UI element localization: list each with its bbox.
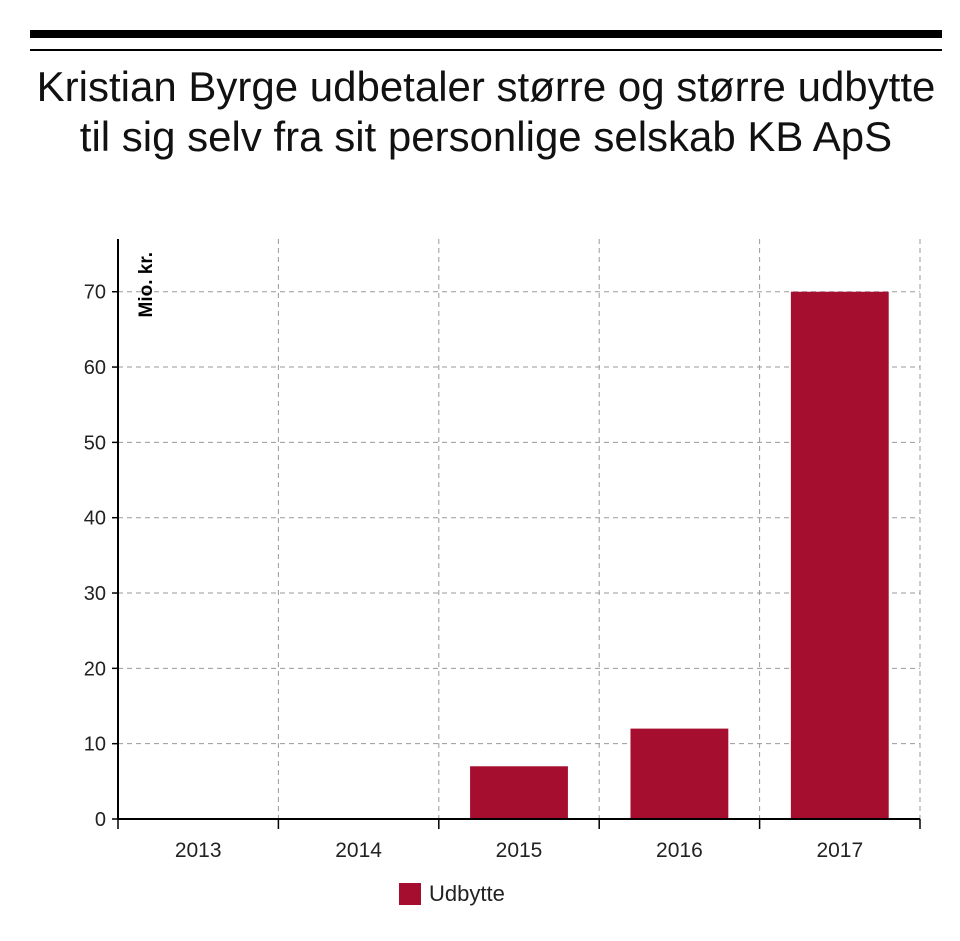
top-rule-thick xyxy=(30,30,942,38)
legend: Udbytte xyxy=(399,880,505,908)
y-axis-label: Mio. kr. xyxy=(136,252,157,317)
bar-2015 xyxy=(470,766,568,819)
bar-2017 xyxy=(790,291,889,819)
x-tick-label-2015: 2015 xyxy=(496,839,543,862)
y-tick-label-0: 0 xyxy=(95,809,106,831)
x-tick-label-2014: 2014 xyxy=(335,839,382,862)
y-tick-label-40: 40 xyxy=(84,508,106,530)
top-rule-thin xyxy=(30,49,942,51)
y-tick-label-70: 70 xyxy=(84,282,106,304)
x-tick-label-2017: 2017 xyxy=(816,839,863,862)
x-tick-label-2016: 2016 xyxy=(656,839,703,862)
y-tick-label-30: 30 xyxy=(84,583,106,605)
bar-2016 xyxy=(630,728,729,819)
x-tick-label-2013: 2013 xyxy=(175,839,222,862)
chart-title: Kristian Byrge udbetaler større og størr… xyxy=(36,63,936,160)
y-tick-label-10: 10 xyxy=(84,734,106,756)
legend-swatch-udbytte xyxy=(399,883,421,905)
y-tick-label-60: 60 xyxy=(84,357,106,379)
legend-label-udbytte: Udbytte xyxy=(429,881,505,906)
y-tick-label-20: 20 xyxy=(84,658,106,680)
y-tick-label-50: 50 xyxy=(84,432,106,454)
